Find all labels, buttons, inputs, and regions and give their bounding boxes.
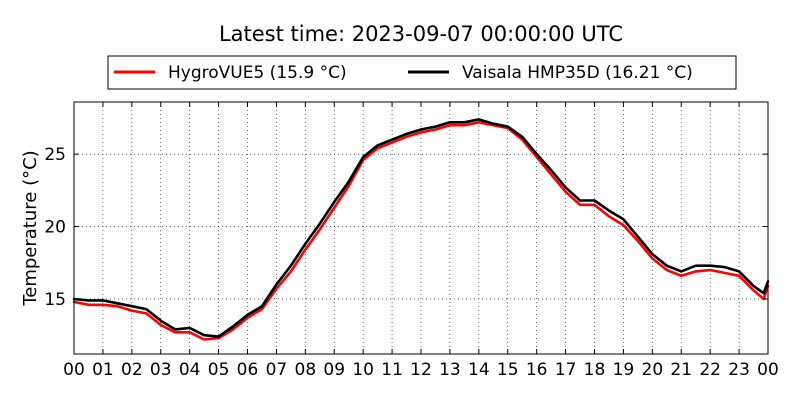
x-tick-label: 00 <box>757 360 779 380</box>
chart-title: Latest time: 2023-09-07 00:00:00 UTC <box>219 22 623 46</box>
x-tick-label: 22 <box>699 360 721 380</box>
x-tick-label: 02 <box>121 360 143 380</box>
legend-entry-hygrovue5: HygroVUE5 (15.9 °C) <box>168 63 347 83</box>
legend-entry-vaisala: Vaisala HMP35D (16.21 °C) <box>462 63 693 83</box>
axis-ticks: 00 01 02 03 04 05 06 07 08 09 10 11 12 13 14 15 16 17 18 19… <box>44 102 779 380</box>
series-line-hygrovue5 <box>72 121 770 341</box>
x-tick-label: 10 <box>352 360 374 380</box>
x-tick-label: 17 <box>555 360 577 380</box>
x-tick-label: 14 <box>468 360 490 380</box>
x-tick-label: 19 <box>613 360 635 380</box>
x-tick-label: 03 <box>150 360 172 380</box>
x-tick-label: 23 <box>728 360 750 380</box>
x-tick-label: 15 <box>497 360 519 380</box>
series-line-vaisala <box>72 118 770 338</box>
x-tick-label: 11 <box>381 360 403 380</box>
x-tick-label: 18 <box>584 360 606 380</box>
series-layer <box>72 118 770 341</box>
plot-frame <box>73 101 769 355</box>
y-tick-label: 20 <box>44 218 66 238</box>
x-tick-label: 01 <box>92 360 114 380</box>
x-tick-label: 00 <box>63 360 85 380</box>
x-tick-label: 21 <box>670 360 692 380</box>
x-tick-label: 06 <box>237 360 259 380</box>
grid <box>74 102 768 354</box>
legend: HygroVUE5 (15.9 °C) Vaisala HMP35D (16.2… <box>107 55 737 90</box>
x-tick-label: 08 <box>295 360 317 380</box>
x-tick-label: 12 <box>410 360 432 380</box>
x-tick-label: 05 <box>208 360 230 380</box>
y-tick-label: 25 <box>44 145 66 165</box>
y-axis-label: Temperature (°C) <box>20 150 41 306</box>
x-tick-label: 16 <box>526 360 548 380</box>
x-tick-label: 09 <box>323 360 345 380</box>
x-tick-label: 13 <box>439 360 461 380</box>
x-tick-label: 20 <box>642 360 664 380</box>
x-tick-label: 07 <box>266 360 288 380</box>
y-tick-label: 15 <box>44 290 66 310</box>
x-tick-label: 04 <box>179 360 201 380</box>
